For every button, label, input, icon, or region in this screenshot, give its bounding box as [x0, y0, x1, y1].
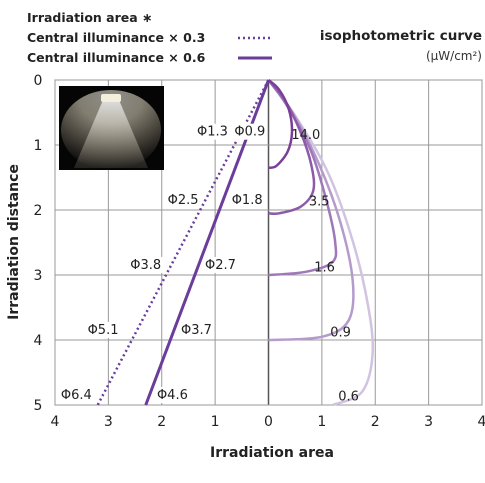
x-tick-label: 0 [264, 414, 273, 430]
diameter-annotation: Φ6.4 [61, 388, 92, 403]
y-tick-label: 5 [34, 398, 43, 414]
annotation-bg [166, 191, 201, 208]
diameter-annotation: Φ2.5 [168, 193, 199, 208]
diameter-annotation: Φ2.7 [205, 258, 236, 273]
unit-label: (μW/cm²) [426, 49, 482, 63]
isophote-curve-0-6 [267, 79, 375, 407]
x-tick-label: 2 [371, 414, 380, 430]
x-axis-title: Irradiation area [210, 445, 334, 461]
isophote-curve-14-0 [267, 79, 294, 170]
diameter-annotation: Φ3.7 [181, 323, 212, 338]
x-tick-label: 2 [157, 414, 166, 430]
x-tick-label: 4 [51, 414, 60, 430]
y-tick-label: 2 [34, 203, 43, 219]
isophote-label: 0.9 [330, 326, 351, 341]
x-tick-label: 1 [211, 414, 220, 430]
y-axis-title: Irradiation distance [6, 164, 22, 320]
x-tick-label: 4 [478, 414, 485, 430]
annotation-bg [59, 386, 94, 403]
isophote-label: 14.0 [291, 128, 320, 143]
x-tick-label: 3 [104, 414, 113, 430]
annotations: Φ0.9 Φ1.3 Φ1.8 Φ2.5 Φ2.7 Φ3.8 Φ3.7 Φ5.1 Φ4.6 Φ6.4 [59, 123, 267, 403]
isophote-curve-3-5 [267, 79, 316, 215]
annotation-bg [86, 321, 121, 338]
annotation-bg [203, 256, 238, 273]
annotation-bg [232, 123, 267, 140]
legend-item-solid-label: Central illuminance × 0.6 [27, 50, 206, 65]
diameter-annotation: Φ4.6 [157, 388, 188, 403]
annotation-bg [155, 386, 190, 403]
x-tick-label: 1 [317, 414, 326, 430]
x-tick-label: 3 [424, 414, 433, 430]
legend: Irradiation area ∗ Central illuminance ×… [27, 10, 272, 65]
annotation-bg [195, 123, 230, 140]
annotation-bg [230, 191, 265, 208]
annotation-bg [128, 256, 163, 273]
diameter-annotation: Φ5.1 [88, 323, 119, 338]
y-tick-label: 4 [34, 333, 43, 349]
y-tick-label: 3 [34, 268, 43, 284]
y-tick-label: 1 [34, 138, 43, 154]
legend-item-dotted-label: Central illuminance × 0.3 [27, 30, 205, 45]
y-tick-label: 0 [34, 73, 43, 89]
diameter-annotation: Φ1.8 [232, 193, 263, 208]
diameter-annotation: Φ0.9 [234, 125, 265, 140]
legend-title: Irradiation area ∗ [27, 10, 153, 25]
isophote-label: 0.6 [338, 389, 359, 404]
chart-title: isophotometric curve [320, 28, 482, 44]
light-cone-image [59, 86, 164, 170]
isophote-label: 3.5 [309, 194, 330, 209]
diameter-annotation: Φ3.8 [130, 258, 161, 273]
isophote-label: 1.6 [314, 261, 335, 276]
diameter-annotation: Φ1.3 [197, 125, 228, 140]
annotation-bg [179, 321, 214, 338]
